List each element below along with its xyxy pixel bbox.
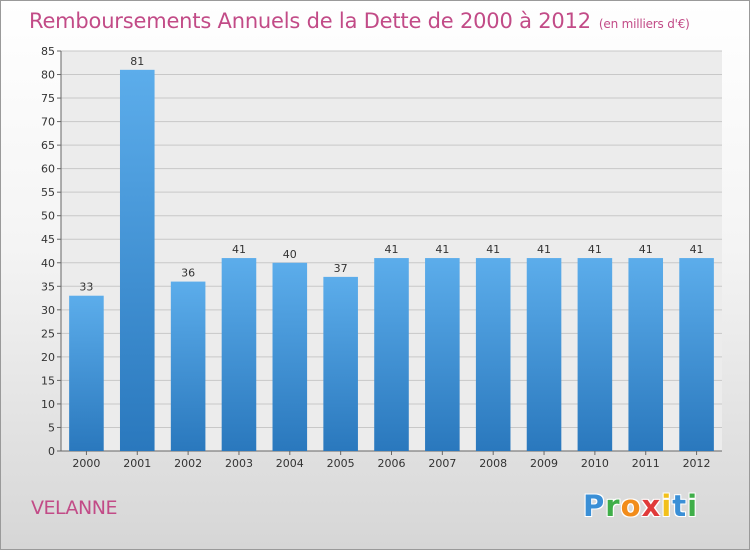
bar: [170, 281, 206, 451]
bar: [323, 276, 358, 451]
data-label: 81: [130, 55, 144, 68]
bar: [221, 258, 257, 451]
y-tick-label: 40: [41, 257, 55, 270]
x-tick-label: 2000: [72, 457, 100, 470]
x-tick-label: 2008: [479, 457, 507, 470]
x-tick-label: 2001: [123, 457, 151, 470]
data-label: 41: [385, 243, 399, 256]
data-label: 41: [588, 243, 602, 256]
x-tick-label: 2007: [428, 457, 456, 470]
logo-letter: r: [605, 489, 621, 523]
data-label: 33: [79, 281, 93, 294]
chart-subtitle: (en milliers d'€): [598, 17, 690, 31]
y-tick-label: 75: [41, 92, 55, 105]
logo-letter: t: [672, 489, 688, 523]
proxiti-logo[interactable]: Proxiti: [583, 489, 698, 523]
y-tick-label: 65: [41, 139, 55, 152]
bar: [526, 258, 562, 451]
y-tick-label: 60: [41, 163, 55, 176]
data-label: 40: [283, 248, 297, 261]
data-label: 41: [486, 243, 500, 256]
data-label: 36: [181, 267, 195, 280]
bar: [425, 258, 460, 451]
bar: [628, 258, 664, 451]
bar: [119, 69, 155, 451]
y-tick-label: 55: [41, 186, 55, 199]
chart-title-text: Remboursements Annuels de la Dette de 20…: [29, 9, 591, 33]
data-label: 41: [537, 243, 551, 256]
bar: [577, 258, 613, 451]
y-tick-label: 15: [41, 374, 55, 387]
logo-letter: i: [661, 489, 673, 523]
data-label: 41: [690, 243, 704, 256]
chart-title: Remboursements Annuels de la Dette de 20…: [29, 9, 690, 33]
bar: [272, 262, 308, 451]
bar: [69, 295, 104, 451]
y-tick-label: 45: [41, 233, 55, 246]
y-tick-label: 70: [41, 116, 55, 129]
data-label: 41: [639, 243, 653, 256]
y-tick-label: 85: [41, 45, 55, 58]
y-tick-label: 35: [41, 280, 55, 293]
x-tick-label: 2011: [632, 457, 660, 470]
bar: [475, 258, 511, 451]
data-label: 41: [435, 243, 449, 256]
x-tick-label: 2012: [683, 457, 711, 470]
x-tick-label: 2004: [276, 457, 304, 470]
bar: [679, 258, 714, 451]
x-tick-label: 2009: [530, 457, 558, 470]
logo-letter: o: [620, 489, 642, 523]
x-tick-label: 2005: [327, 457, 355, 470]
logo-letter: P: [583, 489, 606, 523]
y-tick-label: 5: [48, 421, 55, 434]
y-tick-label: 0: [48, 445, 55, 458]
x-tick-label: 2010: [581, 457, 609, 470]
y-tick-label: 80: [41, 69, 55, 82]
x-tick-label: 2002: [174, 457, 202, 470]
data-label: 41: [232, 243, 246, 256]
y-tick-label: 50: [41, 210, 55, 223]
commune-name: VELANNE: [31, 497, 117, 519]
y-tick-label: 30: [41, 304, 55, 317]
x-tick-label: 2003: [225, 457, 253, 470]
logo-letter: x: [641, 489, 662, 523]
logo-letter: i: [687, 489, 699, 523]
y-tick-label: 20: [41, 351, 55, 364]
x-tick-label: 2006: [378, 457, 406, 470]
bar: [374, 258, 409, 451]
y-tick-label: 10: [41, 398, 55, 411]
data-label: 37: [334, 262, 348, 275]
y-tick-label: 25: [41, 327, 55, 340]
